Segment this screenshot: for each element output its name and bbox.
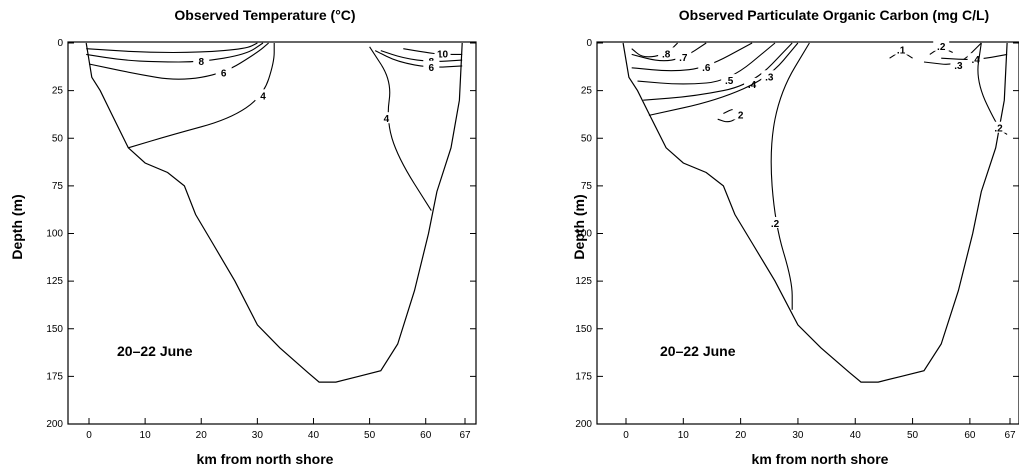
contour-label: .4 xyxy=(748,80,757,91)
contour-line xyxy=(88,42,269,80)
contour-label: 6 xyxy=(429,63,435,74)
x-tick-label: 40 xyxy=(308,430,320,441)
contour-label-bg xyxy=(744,77,761,89)
y-tick-label: 0 xyxy=(57,38,63,49)
y-tick-label: 25 xyxy=(52,86,64,97)
contour-label-bg xyxy=(761,70,778,82)
contour-label: .3 xyxy=(954,61,963,72)
y-tick-label: 75 xyxy=(581,181,593,192)
basin-outline xyxy=(85,42,463,383)
contour-label: .7 xyxy=(679,53,688,64)
contour-label: 10 xyxy=(437,49,449,60)
contour-label-bg xyxy=(893,43,910,55)
contour-label-bg xyxy=(721,74,738,86)
poc-title: Observed Particulate Organic Carbon (mg … xyxy=(679,7,989,23)
temperature-panel: Observed Temperature (°C) km from north … xyxy=(9,7,477,467)
contour-label: 4 xyxy=(260,91,266,102)
contour-line xyxy=(369,46,432,211)
contour-line xyxy=(770,42,810,310)
x-tick-label: 67 xyxy=(459,430,471,441)
y-tick-label: 50 xyxy=(52,133,64,144)
contour-line xyxy=(941,53,1008,60)
x-tick-label: 30 xyxy=(792,430,804,441)
y-tick-label: 175 xyxy=(575,371,592,382)
x-tick-label: 20 xyxy=(735,430,747,441)
contour-label: .8 xyxy=(662,49,671,60)
contour-label: .2 xyxy=(771,219,780,230)
contour-label: .2 xyxy=(994,124,1003,135)
poc-xlabel: km from north shore xyxy=(752,451,889,467)
x-tick-label: 60 xyxy=(964,430,976,441)
contour-label: .5 xyxy=(725,76,734,87)
x-tick-label: 0 xyxy=(623,430,629,441)
poc-panel: Observed Particulate Organic Carbon (mg … xyxy=(571,7,1019,467)
y-tick-label: 175 xyxy=(46,371,63,382)
temperature-date-annotation: 20–22 June xyxy=(117,343,193,359)
contour-label: 8 xyxy=(198,57,204,68)
contour-label-bg xyxy=(950,58,967,70)
x-tick-label: 50 xyxy=(364,430,376,441)
y-tick-label: 150 xyxy=(575,324,592,335)
y-tick-label: 100 xyxy=(46,229,63,240)
contour-label-bg xyxy=(675,51,692,63)
contour-label-bg xyxy=(434,47,451,59)
contour-label-bg xyxy=(732,108,749,120)
contour-label: 2 xyxy=(738,110,744,121)
temperature-xlabel: km from north shore xyxy=(197,451,334,467)
contour-label: 4 xyxy=(384,114,390,125)
contour-label-bg xyxy=(698,60,715,72)
contour-label: .3 xyxy=(765,72,774,83)
contour-label-bg xyxy=(378,112,395,124)
contour-label-bg xyxy=(193,55,210,67)
x-tick-label: 30 xyxy=(252,430,264,441)
contour-label-bg xyxy=(933,39,950,51)
temperature-title: Observed Temperature (°C) xyxy=(174,7,355,23)
x-tick-label: 50 xyxy=(907,430,919,441)
y-tick-label: 25 xyxy=(581,86,593,97)
contour-label-bg xyxy=(215,66,232,78)
poc-ylabel: Depth (m) xyxy=(571,194,587,259)
y-tick-label: 200 xyxy=(575,419,592,430)
contour-line xyxy=(403,48,463,55)
contour-label: .6 xyxy=(702,63,711,74)
y-tick-label: 200 xyxy=(46,419,63,430)
basin-outline xyxy=(622,42,1008,383)
y-tick-label: 75 xyxy=(52,181,64,192)
x-tick-label: 60 xyxy=(420,430,432,441)
contour-label: 6 xyxy=(221,68,227,79)
contour-label-bg xyxy=(990,121,1007,133)
y-tick-label: 0 xyxy=(586,38,592,49)
contour-label: .2 xyxy=(937,42,946,53)
y-tick-label: 150 xyxy=(46,324,63,335)
contour-label-bg xyxy=(254,89,271,101)
contour-line xyxy=(128,43,275,149)
contour-label-bg xyxy=(423,60,440,72)
x-tick-label: 40 xyxy=(850,430,862,441)
x-tick-label: 67 xyxy=(1004,430,1016,441)
y-tick-label: 125 xyxy=(46,276,63,287)
contour-label-bg xyxy=(423,55,440,67)
x-tick-label: 20 xyxy=(196,430,208,441)
contour-label-bg xyxy=(967,53,984,65)
contour-label: .1 xyxy=(897,46,906,57)
contour-label-bg xyxy=(767,216,784,228)
contour-label-bg xyxy=(658,47,675,59)
contour-line xyxy=(86,42,264,63)
y-tick-label: 100 xyxy=(575,229,592,240)
contour-line xyxy=(923,42,982,65)
temperature-ylabel: Depth (m) xyxy=(9,194,25,259)
contour-line xyxy=(86,42,258,54)
x-tick-label: 0 xyxy=(86,430,92,441)
x-tick-label: 10 xyxy=(678,430,690,441)
plot-frame xyxy=(67,41,477,425)
poc-date-annotation: 20–22 June xyxy=(660,343,736,359)
contour-label: .4 xyxy=(971,55,980,66)
y-tick-label: 50 xyxy=(581,133,593,144)
y-tick-label: 125 xyxy=(575,276,592,287)
x-tick-label: 10 xyxy=(140,430,152,441)
